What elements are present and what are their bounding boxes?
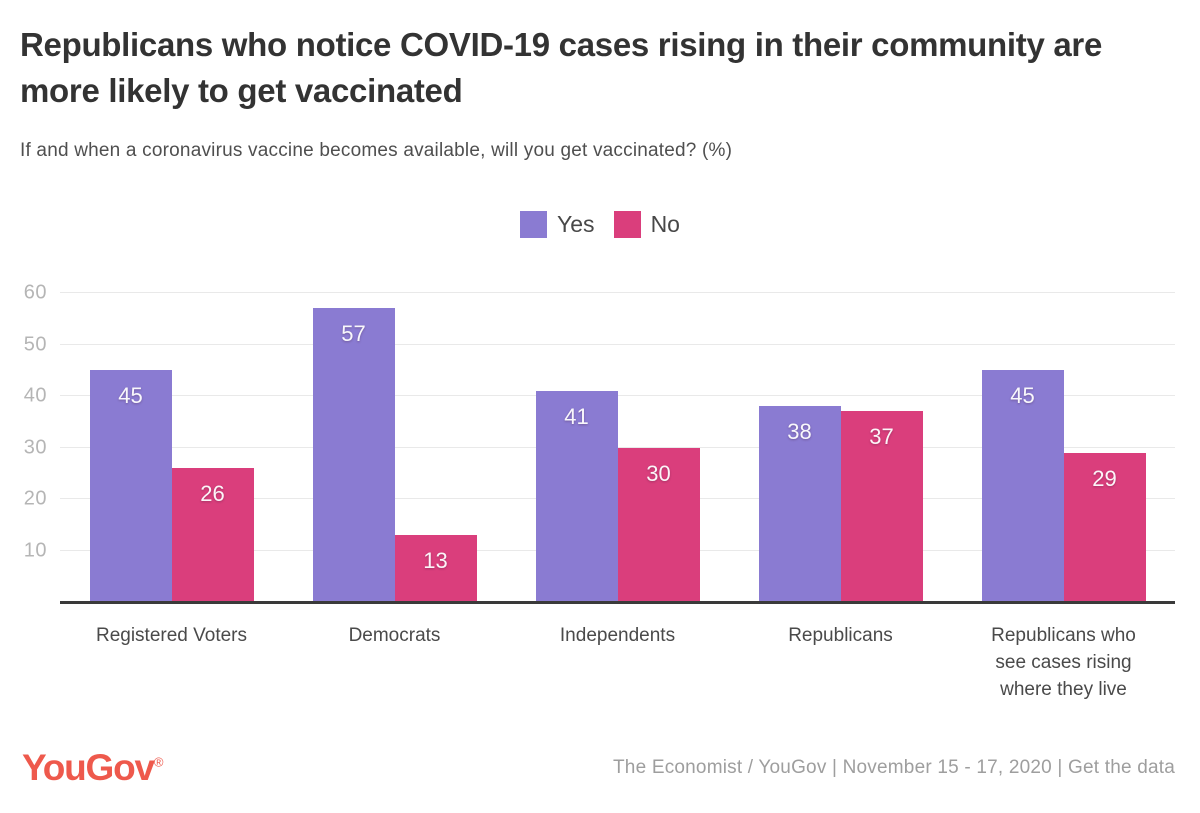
bar-value-label: 13 bbox=[423, 548, 448, 574]
bar-value-label: 57 bbox=[341, 321, 366, 347]
footer-source: The Economist / YouGov | November 15 - 1… bbox=[613, 757, 1175, 779]
legend-swatch-no bbox=[613, 211, 641, 238]
legend-label: Yes bbox=[557, 211, 595, 237]
yougov-logo: YouGov® bbox=[22, 747, 164, 789]
bar-value-label: 41 bbox=[564, 403, 589, 429]
registered-mark: ® bbox=[153, 754, 164, 770]
chart-subtitle: If and when a coronavirus vaccine become… bbox=[20, 140, 733, 161]
category-label: Republicans bbox=[788, 625, 893, 646]
bar-value-label: 45 bbox=[1010, 383, 1035, 409]
bar-no: 26 bbox=[171, 468, 254, 602]
yougov-logo-text: YouGov bbox=[22, 747, 155, 788]
bar-value-label: 29 bbox=[1092, 465, 1117, 491]
bar-value-label: 45 bbox=[118, 383, 143, 409]
gridline-50 bbox=[60, 343, 1175, 345]
category-label: Registered Voters bbox=[95, 625, 248, 646]
x-axis-labels: Registered Voters Democrats Independents Re… bbox=[60, 622, 1175, 703]
category-label: Democrats bbox=[348, 625, 441, 646]
bar-value-label: 30 bbox=[646, 460, 671, 486]
bar-group: 57 13 bbox=[283, 293, 506, 602]
y-tick-label-50: 50 bbox=[23, 333, 47, 355]
gridline-40 bbox=[60, 395, 1175, 396]
bar-group: 45 26 bbox=[60, 293, 283, 602]
bar-yes: 45 bbox=[981, 370, 1064, 602]
y-tick-label-20: 20 bbox=[23, 487, 47, 510]
bar-no: 13 bbox=[394, 535, 477, 602]
legend-label: No bbox=[650, 211, 680, 237]
legend-item-no: No bbox=[613, 211, 680, 238]
bar-no: 37 bbox=[840, 411, 923, 602]
bar-value-label: 26 bbox=[200, 481, 225, 507]
chart-legend: Yes No bbox=[0, 211, 1200, 238]
category-label: Independents bbox=[559, 625, 676, 646]
bar-yes: 57 bbox=[312, 308, 395, 602]
source-text: The Economist / YouGov | November 15 - 1… bbox=[613, 757, 1069, 778]
y-tick-label-60: 60 bbox=[23, 281, 47, 304]
bar-yes: 41 bbox=[535, 390, 618, 602]
legend-swatch-yes bbox=[520, 211, 548, 238]
bar-group: 45 29 bbox=[952, 293, 1175, 602]
footer: YouGov® The Economist / YouGov | Novembe… bbox=[22, 747, 1175, 789]
gridline-30 bbox=[60, 446, 1175, 448]
get-the-data-link[interactable]: Get the data bbox=[1068, 757, 1175, 778]
gridline-60 bbox=[60, 292, 1175, 293]
bar-value-label: 38 bbox=[787, 419, 812, 445]
legend-item-yes: Yes bbox=[520, 211, 595, 238]
y-tick-label-10: 10 bbox=[23, 539, 47, 561]
category-label: Republicans who see cases rising where t… bbox=[991, 625, 1136, 700]
bar-no: 30 bbox=[617, 447, 700, 602]
bar-yes: 45 bbox=[89, 370, 172, 602]
y-tick-label-40: 40 bbox=[23, 384, 47, 407]
plot-area: 10 20 30 40 50 60 45 26 57 13 41 30 38 37 45 29 bbox=[24, 282, 1175, 604]
bar-value-label: 37 bbox=[869, 424, 894, 450]
bar-group: 38 37 bbox=[729, 293, 952, 602]
x-axis-baseline bbox=[60, 601, 1175, 604]
page-title: Republicans who notice COVID-19 cases ri… bbox=[20, 26, 1103, 109]
bar-yes: 38 bbox=[758, 406, 841, 602]
y-tick-label-30: 30 bbox=[23, 436, 47, 458]
bar-group: 41 30 bbox=[506, 293, 729, 602]
bar-no: 29 bbox=[1063, 452, 1146, 602]
